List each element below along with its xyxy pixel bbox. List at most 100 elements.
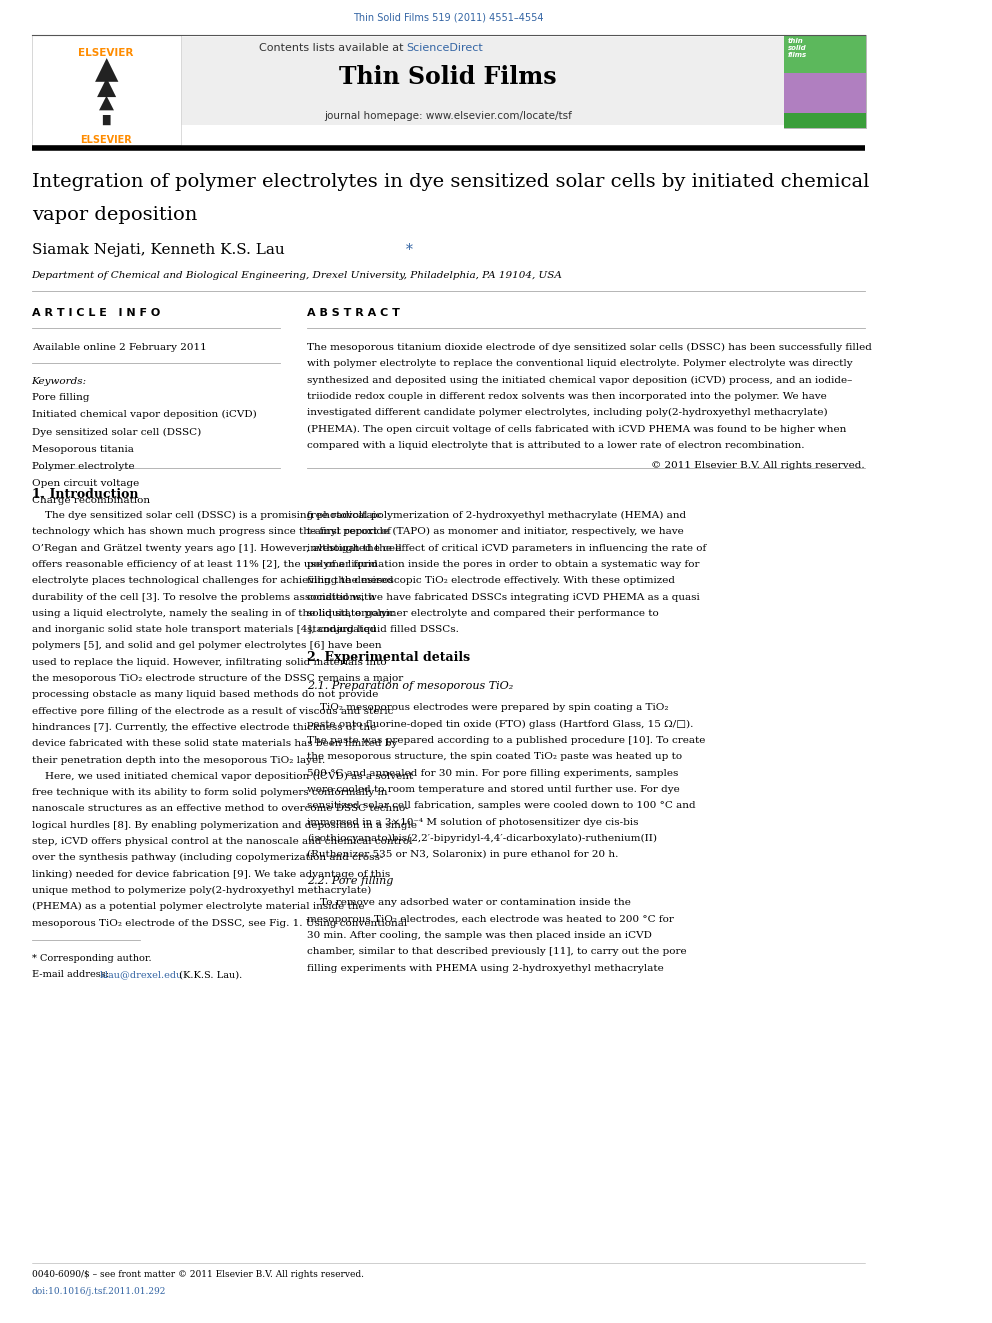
Text: * Corresponding author.: * Corresponding author. — [32, 954, 151, 963]
Text: Thin Solid Films 519 (2011) 4551–4554: Thin Solid Films 519 (2011) 4551–4554 — [353, 13, 544, 22]
Text: Here, we used initiated chemical vapor deposition (iCVD) as a solvent: Here, we used initiated chemical vapor d… — [32, 771, 413, 781]
Text: A R T I C L E   I N F O: A R T I C L E I N F O — [32, 308, 160, 318]
FancyBboxPatch shape — [785, 34, 866, 128]
Text: investigated different candidate polymer electrolytes, including poly(2-hydroxye: investigated different candidate polymer… — [308, 409, 828, 417]
Text: conditions, we have fabricated DSSCs integrating iCVD PHEMA as a quasi: conditions, we have fabricated DSSCs int… — [308, 593, 700, 602]
Text: (Ruthenizer 535 or N3, Solaronix) in pure ethanol for 20 h.: (Ruthenizer 535 or N3, Solaronix) in pur… — [308, 851, 619, 859]
Text: Initiated chemical vapor deposition (iCVD): Initiated chemical vapor deposition (iCV… — [32, 410, 256, 419]
Text: Thin Solid Films: Thin Solid Films — [339, 65, 557, 89]
Text: Contents lists available at: Contents lists available at — [259, 44, 407, 53]
Text: ELSEVIER: ELSEVIER — [78, 48, 134, 58]
Text: ScienceDirect: ScienceDirect — [407, 44, 483, 53]
Text: The mesoporous titanium dioxide electrode of dye sensitized solar cells (DSSC) h: The mesoporous titanium dioxide electrod… — [308, 343, 872, 352]
Text: A B S T R A C T: A B S T R A C T — [308, 308, 400, 318]
Text: doi:10.1016/j.tsf.2011.01.292: doi:10.1016/j.tsf.2011.01.292 — [32, 1287, 166, 1297]
Text: technology which has shown much progress since the first report of: technology which has shown much progress… — [32, 528, 391, 536]
Text: filling the mesoscopic TiO₂ electrode effectively. With these optimized: filling the mesoscopic TiO₂ electrode ef… — [308, 577, 676, 585]
Text: linking) needed for device fabrication [9]. We take advantage of this: linking) needed for device fabrication [… — [32, 869, 390, 878]
Text: processing obstacle as many liquid based methods do not provide: processing obstacle as many liquid based… — [32, 691, 378, 700]
FancyBboxPatch shape — [785, 112, 866, 128]
Text: mesoporous TiO₂ electrode of the DSSC, see Fig. 1. Using conventional: mesoporous TiO₂ electrode of the DSSC, s… — [32, 918, 407, 927]
Text: durability of the cell [3]. To resolve the problems associated with: durability of the cell [3]. To resolve t… — [32, 593, 375, 602]
Text: 30 min. After cooling, the sample was then placed inside an iCVD: 30 min. After cooling, the sample was th… — [308, 931, 652, 941]
Text: Mesoporous titania: Mesoporous titania — [32, 445, 134, 454]
Text: using a liquid electrolyte, namely the sealing in of the liquid, organic: using a liquid electrolyte, namely the s… — [32, 609, 394, 618]
Text: triiodide redox couple in different redox solvents was then incorporated into th: triiodide redox couple in different redo… — [308, 392, 827, 401]
Text: t-amyl peroxide (TAPO) as monomer and initiator, respectively, we have: t-amyl peroxide (TAPO) as monomer and in… — [308, 528, 683, 536]
Text: ▲: ▲ — [96, 75, 116, 99]
Text: nanoscale structures as an effective method to overcome DSSC techno-: nanoscale structures as an effective met… — [32, 804, 409, 814]
Text: 2.2. Pore filling: 2.2. Pore filling — [308, 876, 394, 886]
Text: chamber, similar to that described previously [11], to carry out the pore: chamber, similar to that described previ… — [308, 947, 686, 957]
Text: free technique with its ability to form solid polymers conformally in: free technique with its ability to form … — [32, 789, 387, 796]
Text: used to replace the liquid. However, infiltrating solid materials into: used to replace the liquid. However, inf… — [32, 658, 386, 667]
Text: the mesoporous TiO₂ electrode structure of the DSSC remains a major: the mesoporous TiO₂ electrode structure … — [32, 673, 403, 683]
Text: Open circuit voltage: Open circuit voltage — [32, 479, 139, 488]
Text: 2. Experimental details: 2. Experimental details — [308, 651, 470, 664]
Text: free radical polymerization of 2-hydroxyethyl methacrylate (HEMA) and: free radical polymerization of 2-hydroxy… — [308, 511, 686, 520]
Text: filling experiments with PHEMA using 2-hydroxyethyl methacrylate: filling experiments with PHEMA using 2-h… — [308, 963, 664, 972]
Text: compared with a liquid electrolyte that is attributed to a lower rate of electro: compared with a liquid electrolyte that … — [308, 441, 805, 450]
Text: unique method to polymerize poly(2-hydroxyethyl methacrylate): unique method to polymerize poly(2-hydro… — [32, 886, 371, 896]
FancyBboxPatch shape — [32, 37, 865, 124]
Text: ▲: ▲ — [94, 56, 118, 83]
Text: step, iCVD offers physical control at the nanoscale and chemical control: step, iCVD offers physical control at th… — [32, 837, 412, 845]
Text: synthesized and deposited using the initiated chemical vapor deposition (iCVD) p: synthesized and deposited using the init… — [308, 376, 852, 385]
Text: vapor deposition: vapor deposition — [32, 206, 197, 224]
Text: investigated the effect of critical iCVD parameters in influencing the rate of: investigated the effect of critical iCVD… — [308, 544, 706, 553]
Text: 500 °C and annealed for 30 min. For pore filling experiments, samples: 500 °C and annealed for 30 min. For pore… — [308, 769, 679, 778]
Text: ▲: ▲ — [98, 93, 114, 112]
Text: solid state polymer electrolyte and compared their performance to: solid state polymer electrolyte and comp… — [308, 609, 659, 618]
Text: 0040-6090/$ – see front matter © 2011 Elsevier B.V. All rights reserved.: 0040-6090/$ – see front matter © 2011 El… — [32, 1270, 364, 1279]
Text: Keywords:: Keywords: — [32, 377, 86, 386]
Text: Siamak Nejati, Kenneth K.S. Lau: Siamak Nejati, Kenneth K.S. Lau — [32, 243, 290, 257]
Text: over the synthesis pathway (including copolymerization and cross-: over the synthesis pathway (including co… — [32, 853, 383, 863]
Text: mesoporous TiO₂ electrodes, each electrode was heated to 200 °C for: mesoporous TiO₂ electrodes, each electro… — [308, 914, 675, 923]
Text: TiO₂ mesoporous electrodes were prepared by spin coating a TiO₂: TiO₂ mesoporous electrodes were prepared… — [308, 704, 669, 712]
Text: were cooled to room temperature and stored until further use. For dye: were cooled to room temperature and stor… — [308, 785, 680, 794]
Text: Pore filling: Pore filling — [32, 393, 89, 402]
FancyBboxPatch shape — [785, 73, 866, 112]
Text: polymers [5], and solid and gel polymer electrolytes [6] have been: polymers [5], and solid and gel polymer … — [32, 642, 381, 651]
Text: offers reasonable efficiency of at least 11% [2], the use of a liquid: offers reasonable efficiency of at least… — [32, 560, 377, 569]
Text: polymer formation inside the pores in order to obtain a systematic way for: polymer formation inside the pores in or… — [308, 560, 699, 569]
Text: O’Regan and Grätzel twenty years ago [1]. However, although the cell: O’Regan and Grätzel twenty years ago [1]… — [32, 544, 402, 553]
Text: device fabricated with these solid state materials has been limited by: device fabricated with these solid state… — [32, 740, 397, 749]
Text: (isothiocyanato)bis(2,2′-bipyridyl-4,4′-dicarboxylato)-ruthenium(II): (isothiocyanato)bis(2,2′-bipyridyl-4,4′-… — [308, 833, 657, 843]
Text: the mesoporous structure, the spin coated TiO₂ paste was heated up to: the mesoporous structure, the spin coate… — [308, 753, 682, 761]
Text: © 2011 Elsevier B.V. All rights reserved.: © 2011 Elsevier B.V. All rights reserved… — [651, 462, 865, 470]
Text: their penetration depth into the mesoporous TiO₂ layer.: their penetration depth into the mesopor… — [32, 755, 324, 765]
FancyBboxPatch shape — [32, 34, 181, 146]
Text: immersed in a 3×10⁻⁴ M solution of photosensitizer dye cis-bis: immersed in a 3×10⁻⁴ M solution of photo… — [308, 818, 639, 827]
Text: Polymer electrolyte: Polymer electrolyte — [32, 462, 134, 471]
Text: with polymer electrolyte to replace the conventional liquid electrolyte. Polymer: with polymer electrolyte to replace the … — [308, 360, 853, 368]
Text: Department of Chemical and Biological Engineering, Drexel University, Philadelph: Department of Chemical and Biological En… — [32, 271, 562, 280]
Text: journal homepage: www.elsevier.com/locate/tsf: journal homepage: www.elsevier.com/locat… — [324, 111, 572, 120]
Text: Integration of polymer electrolytes in dye sensitized solar cells by initiated c: Integration of polymer electrolytes in d… — [32, 173, 869, 191]
Text: (PHEMA). The open circuit voltage of cells fabricated with iCVD PHEMA was found : (PHEMA). The open circuit voltage of cel… — [308, 425, 846, 434]
Text: 2.1. Preparation of mesoporous TiO₂: 2.1. Preparation of mesoporous TiO₂ — [308, 681, 514, 692]
Text: Dye sensitized solar cell (DSSC): Dye sensitized solar cell (DSSC) — [32, 427, 200, 437]
Text: *: * — [406, 243, 413, 257]
Text: The dye sensitized solar cell (DSSC) is a promising photovoltaic: The dye sensitized solar cell (DSSC) is … — [32, 511, 381, 520]
Text: (K.K.S. Lau).: (K.K.S. Lau). — [177, 970, 242, 979]
Text: (PHEMA) as a potential polymer electrolyte material inside the: (PHEMA) as a potential polymer electroly… — [32, 902, 364, 912]
FancyBboxPatch shape — [785, 34, 866, 73]
Text: ELSEVIER: ELSEVIER — [80, 135, 132, 146]
Text: Charge recombination: Charge recombination — [32, 496, 150, 505]
Text: █: █ — [102, 115, 110, 126]
Text: and inorganic solid state hole transport materials [4], conjugated: and inorganic solid state hole transport… — [32, 624, 376, 634]
Text: Available online 2 February 2011: Available online 2 February 2011 — [32, 343, 206, 352]
Text: standard liquid filled DSSCs.: standard liquid filled DSSCs. — [308, 624, 459, 634]
Text: logical hurdles [8]. By enabling polymerization and deposition in a single: logical hurdles [8]. By enabling polymer… — [32, 820, 417, 830]
Text: effective pore filling of the electrode as a result of viscous and steric: effective pore filling of the electrode … — [32, 706, 393, 716]
Text: hindrances [7]. Currently, the effective electrode thickness of the: hindrances [7]. Currently, the effective… — [32, 722, 376, 732]
Text: E-mail address:: E-mail address: — [32, 970, 112, 979]
Text: To remove any adsorbed water or contamination inside the: To remove any adsorbed water or contamin… — [308, 898, 631, 908]
Text: paste onto fluorine-doped tin oxide (FTO) glass (Hartford Glass, 15 Ω/□).: paste onto fluorine-doped tin oxide (FTO… — [308, 720, 693, 729]
Text: thin
solid
films: thin solid films — [788, 38, 807, 58]
Text: electrolyte places technological challenges for achieving the desired: electrolyte places technological challen… — [32, 577, 393, 585]
Text: sensitized solar cell fabrication, samples were cooled down to 100 °C and: sensitized solar cell fabrication, sampl… — [308, 802, 695, 810]
Text: klau@drexel.edu: klau@drexel.edu — [99, 970, 183, 979]
Text: 1. Introduction: 1. Introduction — [32, 488, 138, 501]
